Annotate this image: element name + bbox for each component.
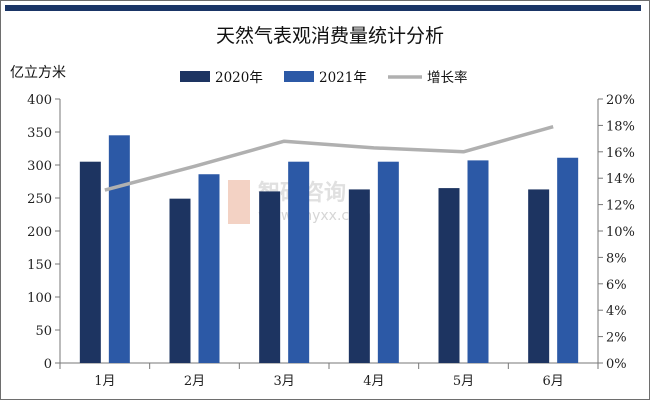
bar-2020	[528, 189, 550, 363]
y-left-tick-label: 150	[27, 258, 52, 273]
bar-2020	[79, 161, 101, 363]
bar-2021	[467, 160, 489, 363]
bar-2021	[108, 135, 130, 363]
x-tick-label: 2月	[184, 374, 205, 389]
plot-area: 0 50 100 150 200 250 300 350 400 0% 2% 4% 6% 8% 10% 12%…	[27, 93, 635, 389]
y-left-tick-label: 300	[27, 159, 52, 174]
y-right-tick-label: 4%	[606, 304, 627, 319]
x-tick-label: 5月	[453, 374, 474, 389]
y-left-tick-label: 0	[44, 357, 52, 372]
legend-swatch-2021	[284, 71, 314, 82]
growth-rate-line	[104, 125, 554, 192]
y-axis-unit: 亿立方米	[10, 65, 66, 81]
y-right-tick-label: 10%	[606, 225, 635, 240]
y-left-tick-label: 400	[27, 93, 52, 108]
y-left-tick-label: 350	[27, 126, 52, 141]
x-tick-label: 1月	[94, 374, 115, 389]
x-tick-label: 3月	[274, 374, 295, 389]
y-right-tick-label: 18%	[606, 119, 635, 134]
y-right-tick-label: 16%	[606, 146, 635, 161]
watermark-logo	[228, 180, 250, 224]
y-right-tick-label: 8%	[606, 251, 627, 266]
y-left-tick-label: 250	[27, 192, 52, 207]
y-left-tick-label: 100	[27, 291, 52, 306]
legend: 2020年 2021年 增长率	[180, 69, 468, 86]
x-tick-label: 4月	[363, 374, 384, 389]
y-right-tick-label: 20%	[606, 93, 635, 108]
y-right-tick-label: 12%	[606, 199, 635, 214]
y-right-tick-label: 14%	[606, 172, 635, 187]
legend-label-2021: 2021年	[319, 70, 367, 86]
bar-2021	[288, 161, 310, 363]
bar-2021	[198, 174, 220, 363]
legend-label-growth: 增长率	[427, 69, 468, 86]
y-left-tick-label: 200	[27, 225, 52, 240]
chart-title: 天然气表观消费量统计分析	[216, 25, 444, 47]
y-right-tick-label: 6%	[606, 278, 627, 293]
y-right-tick-label: 2%	[606, 331, 627, 346]
bar-2020	[259, 191, 281, 363]
bar-2020	[438, 188, 460, 363]
bar-2021	[557, 157, 579, 363]
watermark-url: www.chyxx.com	[258, 208, 371, 224]
y-right-tick-label: 0%	[606, 357, 627, 372]
header-bar	[5, 5, 641, 11]
legend-label-2020: 2020年	[215, 70, 263, 86]
legend-swatch-2020	[180, 71, 210, 82]
y-left-tick-label: 50	[35, 324, 52, 339]
bar-2020	[348, 189, 370, 363]
bar-2021	[377, 161, 399, 363]
x-tick-label: 6月	[543, 374, 564, 389]
bar-2020	[169, 198, 191, 363]
